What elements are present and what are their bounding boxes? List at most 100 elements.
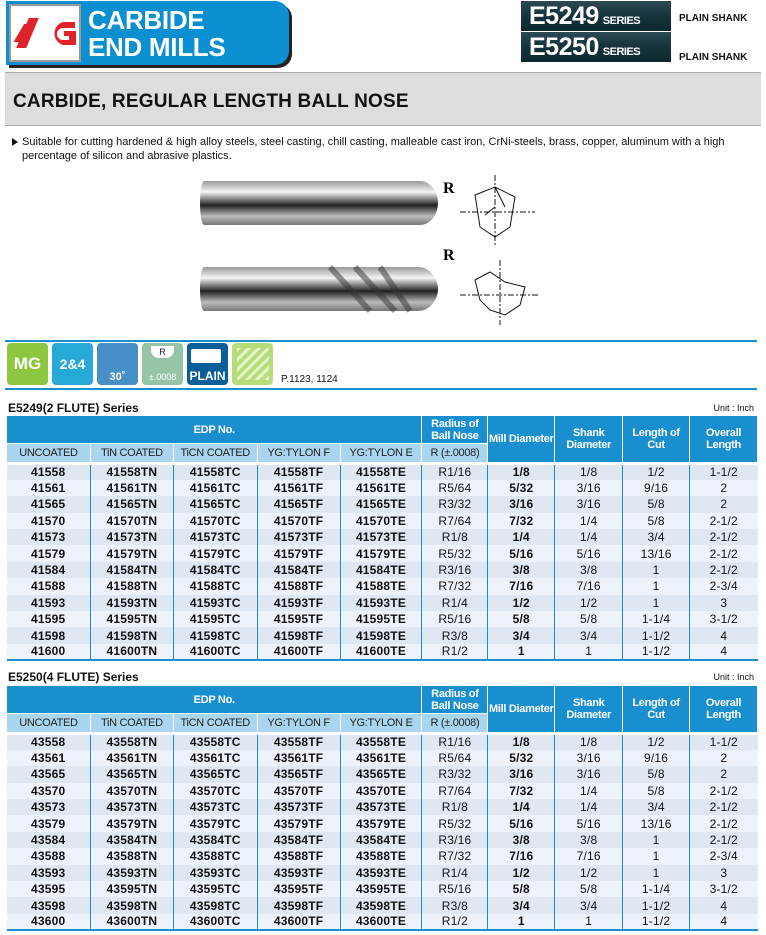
flutes-label: 2&4 [59, 356, 86, 372]
table-cell: 43588TF [256, 848, 341, 865]
radius-label: R [443, 247, 455, 264]
table-cell: 3 [689, 864, 758, 882]
table-cell: 41598TN [89, 627, 174, 644]
brand-banner: CARBIDE END MILLS [6, 1, 289, 65]
table-cell: R1/2 [421, 913, 488, 932]
table-cell: 41579TC [172, 545, 258, 562]
table-cell: 41579TN [89, 545, 174, 562]
table-cell: 41565TC [172, 496, 258, 513]
table-cell: 1-1/4 [622, 881, 690, 898]
table-cell: 41593 [31, 595, 66, 610]
radius-header: Radius of Ball Nose [421, 415, 489, 444]
table-cell: 1/2 [487, 594, 555, 612]
table-row: 41558 41558TN 41558TC 41558TF 41558TE R1/16 1/… [6, 461, 758, 480]
table-cell: 3/4 [554, 627, 623, 644]
table-cell: R1/16 [421, 461, 488, 480]
table-row: 43584 43584TN 43584TC 43584TF 43584TE R3/16 3/… [6, 831, 758, 849]
two-flute-end-mill [200, 181, 438, 225]
table-cell: 1/4 [554, 512, 623, 530]
table-cell: R3/8 [421, 897, 488, 914]
table-cell: 41595TC [172, 611, 258, 628]
table-cell: 41573TN [89, 529, 174, 546]
table-cell: 41593TN [89, 594, 174, 612]
table-cell: 1/4 [554, 782, 623, 800]
table-row: 43570 43570TN 43570TC 43570TF 43570TE R7/64 7/… [6, 782, 758, 800]
radius-tolerance-icon: R ±.0008 [142, 343, 183, 385]
mg-label: MG [13, 354, 42, 373]
table-cell: 43600TN [89, 913, 174, 932]
table-cell: 43584TE [339, 831, 422, 849]
table-row: 41561 41561TN 41561TC 41561TF 41561TE R5/64 5/… [6, 479, 758, 497]
table-cell: 41573TE [339, 529, 422, 546]
table-cell: 1 [554, 643, 623, 662]
table-cell: 41598 [31, 628, 66, 643]
table-cell: 43573TC [172, 799, 258, 816]
description: Suitable for cutting hardened & high all… [10, 135, 750, 163]
table-cell: 43579TE [339, 815, 422, 832]
table-cell: 5/32 [487, 479, 555, 497]
table-cell: 1/8 [554, 731, 623, 750]
table-cell: 43558TE [339, 731, 422, 750]
table-row: 43600 43600TN 43600TC 43600TF 43600TE R1/2 1 1 1… [6, 913, 758, 932]
table-cell: R5/16 [421, 881, 488, 898]
helix-angle-icon: 30˚ [97, 343, 138, 385]
table-cell: 2 [689, 479, 758, 497]
table-cell: 43593TE [339, 864, 422, 882]
table-cell: 41593TC [172, 594, 258, 612]
radius-label: R [151, 346, 174, 358]
table-cell: R3/32 [421, 496, 488, 513]
table-cell: R5/32 [421, 545, 488, 562]
shank-header: Shank Diameter [554, 685, 624, 734]
table-row: 41598 41598TN 41598TC 41598TF 41598TE R3/8 3/4… [6, 627, 758, 644]
table-row: 41595 41595TN 41595TC 41595TF 41595TE R5/16 5/… [6, 611, 758, 628]
table-cell: 41558TN [89, 461, 174, 480]
shoulder-milling-icon [232, 343, 273, 385]
table-cell: 41598TE [339, 627, 422, 644]
tolerance-label: ±.0008 [148, 372, 177, 382]
table-cell: R7/32 [421, 578, 488, 595]
table-cell: 41565 [31, 497, 66, 512]
table-cell: 2 [689, 749, 758, 767]
table-cell: 41558TE [339, 461, 422, 480]
table-cell: 1 [622, 848, 690, 865]
table-cell: 43593 [31, 865, 66, 880]
table-cell: 41588 [31, 579, 66, 594]
table-cell: 2-1/2 [689, 512, 758, 530]
oal-header: Overall Length [689, 415, 758, 464]
table-cell: 41579 [31, 546, 66, 561]
table-cell: 1-1/2 [622, 627, 690, 644]
table-cell: 2-1/2 [689, 815, 758, 832]
table-cell: 43561TN [89, 749, 174, 767]
edp-header: EDP No. [5, 685, 423, 714]
table-cell: 1/8 [487, 731, 555, 750]
table-cell: 43558 [6, 731, 91, 750]
table-cell: 43588TE [339, 848, 422, 865]
table-cell: 1 [622, 864, 690, 882]
table-cell: 3/16 [554, 496, 623, 513]
table-cell: 43558TC [172, 731, 258, 750]
mg-grade-icon: MG [7, 343, 48, 385]
table-cell: 43570TN [89, 782, 174, 800]
table-cell: 43595TE [339, 881, 422, 898]
table-cell: 41588TN [89, 578, 174, 595]
table-cell: R1/4 [421, 594, 488, 612]
table-cell: 3/8 [554, 831, 623, 849]
table-cell: R5/64 [421, 749, 488, 767]
table-cell: 43588 [31, 849, 66, 864]
table-cell: 1/4 [487, 529, 555, 546]
table-cell: 7/16 [487, 848, 555, 865]
table-cell: 43600TC [172, 913, 258, 932]
table-cell: R7/32 [421, 848, 488, 865]
table-cell: 2-1/2 [689, 782, 758, 800]
table-cell: 13/16 [622, 545, 690, 562]
table-cell: 1-1/2 [622, 897, 690, 914]
mill-header: Mill Diameter [487, 685, 556, 734]
table-cell: R1/2 [421, 643, 488, 662]
table-cell: 41573TF [256, 529, 341, 546]
table-row: 41565 41565TN 41565TC 41565TF 41565TE R3/32 3/… [6, 496, 758, 513]
table-cell: 43588TN [89, 848, 174, 865]
table-cell: 41565TE [339, 496, 422, 513]
table-cell: 43584TN [89, 831, 174, 849]
table-cell: 2-1/2 [689, 545, 758, 562]
edp-header: EDP No. [5, 415, 423, 444]
